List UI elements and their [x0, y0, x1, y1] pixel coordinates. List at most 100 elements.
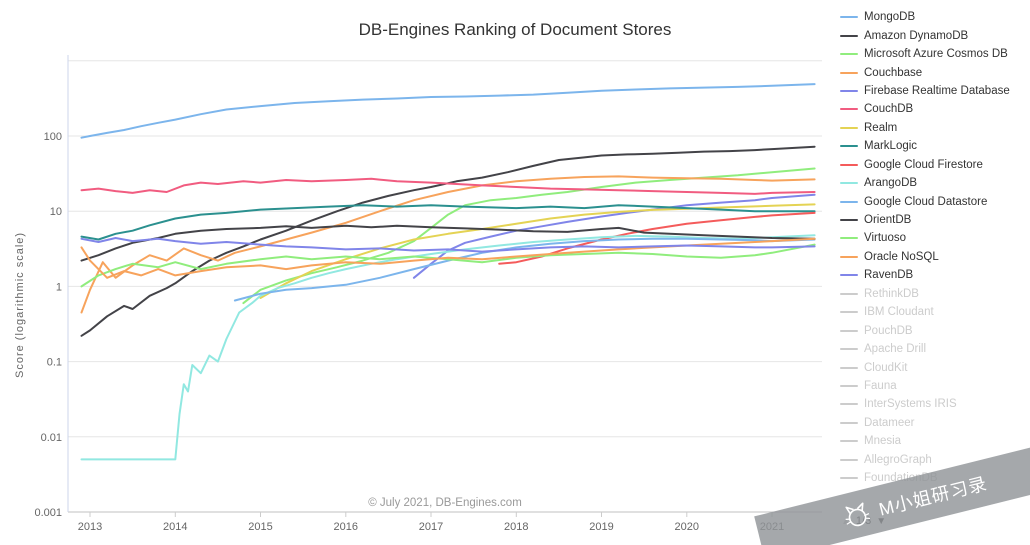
legend-marker: [840, 274, 858, 277]
legend-item-label: RavenDB: [864, 269, 914, 282]
legend-item-label: Microsoft Azure Cosmos DB: [864, 48, 1008, 61]
legend-item-label: PouchDB: [864, 324, 913, 337]
legend-item-google-cloud-datastore[interactable]: Google Cloud Datastore: [840, 192, 1010, 210]
legend-item-label: OrientDB: [864, 214, 912, 227]
x-axis-tick-label: 2020: [675, 521, 699, 533]
credit-link[interactable]: © July 2021, DB-Engines.com: [368, 497, 522, 509]
x-axis-tick-label: 2016: [334, 521, 358, 533]
legend-item-label: FoundationDB: [864, 472, 938, 485]
legend-page-up-icon[interactable]: ▲: [841, 515, 851, 527]
legend-item-fauna[interactable]: Fauna: [840, 377, 1010, 395]
series-line-arangodb[interactable]: [80, 234, 816, 461]
legend-marker: [840, 182, 858, 185]
chart-title: DB-Engines Ranking of Document Stores: [358, 20, 672, 39]
series-line-mongodb[interactable]: [80, 83, 816, 139]
series-line-orientdb[interactable]: [80, 224, 816, 262]
series-line-couchdb[interactable]: [80, 177, 816, 195]
legend-item-marklogic[interactable]: MarkLogic: [840, 137, 1010, 155]
legend-marker: [840, 311, 858, 314]
legend-item-label: IBM Cloudant: [864, 306, 934, 319]
legend-item-label: Couchbase: [864, 66, 923, 79]
x-axis-tick-label: 2015: [248, 521, 272, 533]
x-axis-tick-label: 2021: [760, 521, 784, 533]
legend-item-orientdb[interactable]: OrientDB: [840, 211, 1010, 229]
legend-marker: [840, 16, 858, 19]
legend-item-firebase-realtime-database[interactable]: Firebase Realtime Database: [840, 82, 1010, 100]
legend-item-couchbase[interactable]: Couchbase: [840, 63, 1010, 81]
legend-item-intersystems-iris[interactable]: InterSystems IRIS: [840, 395, 1010, 413]
legend-item-label: Google Cloud Firestore: [864, 158, 983, 171]
legend-page-down-icon[interactable]: ▼: [876, 515, 887, 527]
legend-marker: [840, 53, 858, 56]
legend-item-label: MongoDB: [864, 11, 916, 24]
legend-item-rethinkdb[interactable]: RethinkDB: [840, 285, 1010, 303]
legend-marker: [840, 126, 858, 129]
legend-item-label: CouchDB: [864, 103, 914, 116]
legend-item-label: Oracle NoSQL: [864, 250, 939, 263]
legend-marker: [840, 403, 858, 406]
legend-item-label: CloudKit: [864, 361, 908, 374]
legend-item-label: InterSystems IRIS: [864, 398, 957, 411]
legend-item-label: MarkLogic: [864, 140, 918, 153]
legend-item-ravendb[interactable]: RavenDB: [840, 266, 1010, 284]
legend-item-couchdb[interactable]: CouchDB: [840, 100, 1010, 118]
legend-item-label: RethinkDB: [864, 287, 919, 300]
legend-item-label: Apache Drill: [864, 343, 926, 356]
legend-marker: [840, 440, 858, 443]
legend-item-label: ArangoDB: [864, 177, 918, 190]
series-line-oracle-nosql[interactable]: [80, 237, 816, 279]
legend-marker: [840, 366, 858, 369]
legend-item-amazon-dynamodb[interactable]: Amazon DynamoDB: [840, 26, 1010, 44]
legend-marker: [840, 255, 858, 258]
legend-marker: [840, 458, 858, 461]
x-axis-tick-label: 2013: [78, 521, 102, 533]
legend-item-realm[interactable]: Realm: [840, 119, 1010, 137]
legend-marker: [840, 200, 858, 203]
series-line-google-cloud-datastore[interactable]: [233, 237, 816, 302]
legend-item-label: AllegroGraph: [864, 453, 932, 466]
series-line-virtuoso[interactable]: [80, 243, 816, 288]
series-line-couchbase[interactable]: [80, 175, 816, 314]
series-line-ravendb[interactable]: [80, 237, 816, 253]
legend-item-cloudkit[interactable]: CloudKit: [840, 358, 1010, 376]
legend-item-foundationdb[interactable]: FoundationDB: [840, 469, 1010, 487]
legend-marker: [840, 329, 858, 332]
legend-item-label: Amazon DynamoDB: [864, 29, 969, 42]
legend-marker: [840, 89, 858, 92]
legend-item-label: Datameer: [864, 416, 915, 429]
legend-item-label: Google Cloud Datastore: [864, 195, 988, 208]
legend-marker: [840, 108, 858, 111]
legend-item-microsoft-azure-cosmos-db[interactable]: Microsoft Azure Cosmos DB: [840, 45, 1010, 63]
legend-pagination: ▲ 1/3 ▼: [841, 515, 886, 527]
legend-item-pouchdb[interactable]: PouchDB: [840, 321, 1010, 339]
legend-marker: [840, 145, 858, 148]
y-axis-tick-label: 0.1: [47, 357, 62, 369]
y-axis-tick-label: 0.01: [41, 432, 62, 444]
legend-item-google-cloud-firestore[interactable]: Google Cloud Firestore: [840, 156, 1010, 174]
legend-item-oracle-nosql[interactable]: Oracle NoSQL: [840, 248, 1010, 266]
series-line-amazon-dynamodb[interactable]: [80, 145, 816, 337]
legend-item-datameer[interactable]: Datameer: [840, 414, 1010, 432]
legend-item-ibm-cloudant[interactable]: IBM Cloudant: [840, 303, 1010, 321]
series-line-realm[interactable]: [259, 203, 816, 299]
legend-item-mnesia[interactable]: Mnesia: [840, 432, 1010, 450]
y-axis-tick-label: 1: [56, 281, 62, 293]
legend-marker: [840, 237, 858, 240]
y-axis-tick-label: 0.001: [34, 507, 62, 519]
y-axis-tick-label: 100: [44, 131, 62, 143]
legend-item-label: Fauna: [864, 379, 897, 392]
series-line-marklogic[interactable]: [80, 204, 816, 241]
x-axis-tick-label: 2017: [419, 521, 443, 533]
legend-item-arangodb[interactable]: ArangoDB: [840, 174, 1010, 192]
x-axis-tick-label: 2014: [163, 521, 187, 533]
legend-marker: [840, 71, 858, 74]
legend-item-apache-drill[interactable]: Apache Drill: [840, 340, 1010, 358]
legend-item-mongodb[interactable]: MongoDB: [840, 8, 1010, 26]
legend-item-allegrograph[interactable]: AllegroGraph: [840, 451, 1010, 469]
legend: MongoDB Amazon DynamoDB Microsoft Azure Co…: [840, 8, 1010, 487]
legend-page-indicator: 1/3: [855, 515, 872, 527]
legend-item-label: Realm: [864, 121, 898, 134]
legend-item-virtuoso[interactable]: Virtuoso: [840, 229, 1010, 247]
series-line-firebase-realtime-database[interactable]: [412, 193, 816, 279]
